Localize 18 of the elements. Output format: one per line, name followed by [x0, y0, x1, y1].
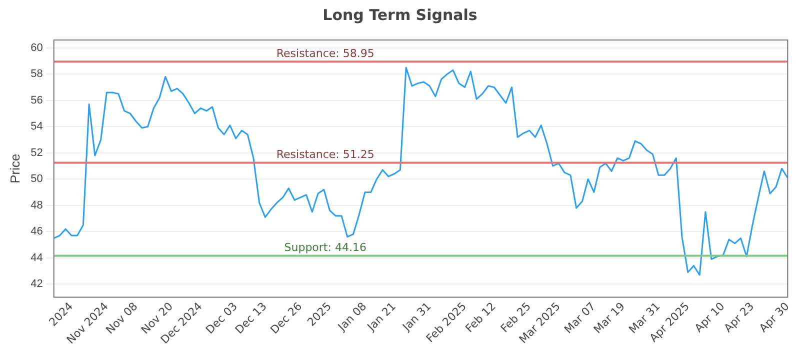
y-tick-label: 46 — [30, 226, 43, 238]
y-tick-label: 54 — [30, 120, 43, 133]
y-tick-label: 52 — [30, 146, 43, 159]
y-tick-label: 42 — [30, 278, 43, 290]
y-tick-label: 60 — [30, 42, 43, 54]
y-tick-label: 44 — [30, 252, 43, 264]
x-tick-label: Jan 21 — [364, 300, 398, 334]
y-tick-label: 50 — [30, 173, 43, 186]
ref-line-label: Support: 44.16 — [284, 241, 366, 254]
y-tick-label: 56 — [30, 94, 43, 106]
x-tick-label: Dec 26 — [268, 300, 305, 336]
ref-line-label: Resistance: 51.25 — [276, 148, 374, 162]
y-tick-label: 48 — [30, 199, 43, 212]
y-tick-label: 58 — [30, 68, 43, 80]
y-axis-title: Price — [7, 154, 22, 184]
ref-line-label: Resistance: 58.95 — [276, 47, 374, 60]
chart-title: Long Term Signals — [322, 6, 478, 24]
x-tick-label: Apr 30 — [756, 300, 792, 335]
